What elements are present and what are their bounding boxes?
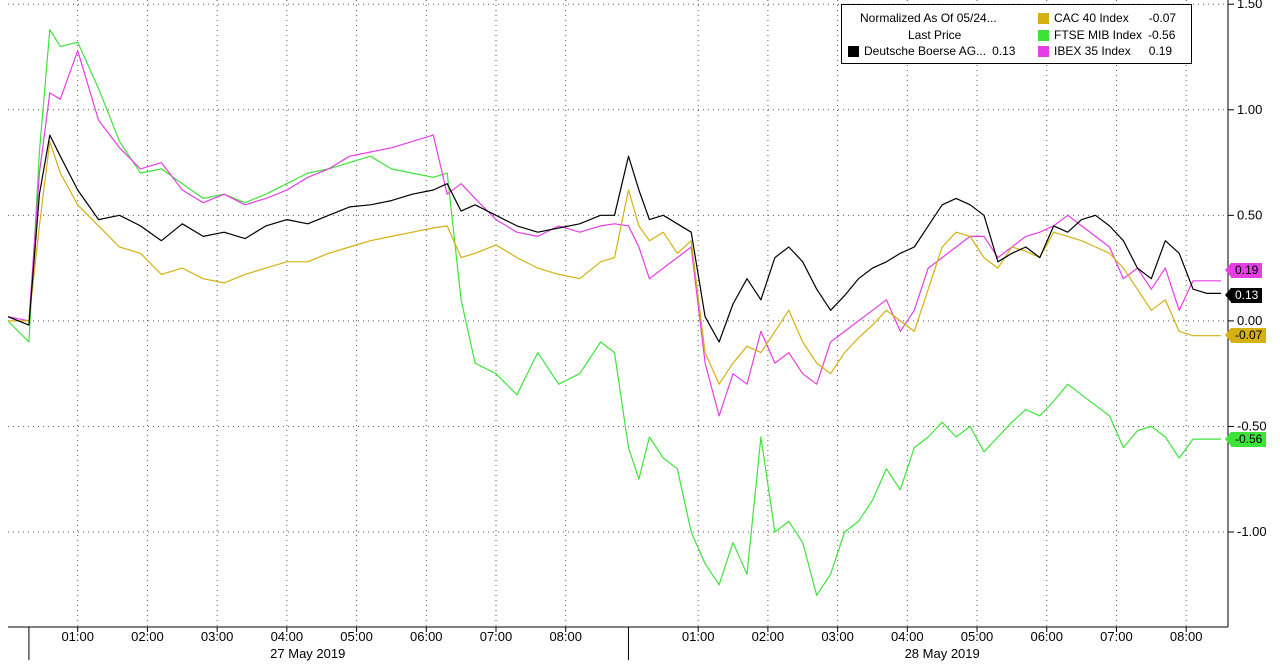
legend-value-ibex35: 0.19	[1148, 44, 1173, 58]
y-tick-label: -1.00	[1237, 524, 1267, 539]
series-line-cac40	[8, 140, 1221, 385]
x-date-label: 27 May 2019	[270, 646, 345, 661]
x-date-label: 28 May 2019	[905, 646, 980, 661]
last-price-tag-ibex35: 0.19	[1224, 263, 1263, 279]
x-tick-label: 04:00	[271, 629, 304, 644]
legend-swatch-deutsche-boerse	[848, 45, 859, 57]
last-price-tag-deutsche-boerse: 0.13	[1224, 287, 1263, 303]
legend-item-ftse-mib: FTSE MIB Index -0.56	[1038, 28, 1175, 42]
x-tick-label: 02:00	[131, 629, 164, 644]
grid-layer	[8, 0, 1228, 627]
x-tick-label: 07:00	[1100, 629, 1133, 644]
legend-value-deutsche-boerse: 0.13	[992, 44, 1016, 58]
x-tick-label: 03:00	[821, 629, 854, 644]
legend-item-deutsche-boerse: Deutsche Boerse AG... 0.13	[848, 44, 1015, 58]
legend-label-deutsche-boerse: Deutsche Boerse AG...	[864, 44, 987, 58]
x-tick-label: 06:00	[410, 629, 443, 644]
legend-swatch-ibex35	[1038, 45, 1049, 57]
legend-label-ibex35: IBEX 35 Index	[1054, 44, 1131, 58]
legend: Normalized As Of 05/24... Last Price Deu…	[841, 4, 1192, 64]
y-tick-label: 0.50	[1237, 207, 1262, 222]
series-line-ibex35	[7, 50, 1221, 417]
x-tick-label: 04:00	[891, 629, 924, 644]
legend-value-ftse-mib: -0.56	[1148, 28, 1176, 42]
x-tick-label: 08:00	[549, 629, 582, 644]
legend-header-last-price: Last Price	[908, 28, 962, 42]
x-tick-label: 06:00	[1030, 629, 1063, 644]
x-tick-label: 05:00	[340, 629, 373, 644]
legend-header-normalized: Normalized As Of 05/24...	[860, 11, 997, 25]
y-tick-label: 1.50	[1237, 0, 1262, 11]
x-tick-label: 05:00	[961, 629, 994, 644]
x-tick-label: 07:00	[480, 629, 513, 644]
legend-item-ibex35: IBEX 35 Index 0.19	[1038, 44, 1172, 58]
x-tick-label: 02:00	[752, 629, 785, 644]
y-tick-label: -0.50	[1237, 418, 1267, 433]
y-tick-label: 1.00	[1237, 102, 1262, 117]
series-line-deutsche-boerse	[7, 134, 1221, 343]
y-tick-label: 0.00	[1237, 313, 1262, 328]
x-tick-label: 01:00	[682, 629, 715, 644]
series-layer	[7, 29, 1221, 596]
legend-label-cac40: CAC 40 Index	[1054, 11, 1129, 25]
legend-label-ftse-mib: FTSE MIB Index	[1054, 28, 1143, 42]
last-price-tag-ftse-mib: -0.56	[1224, 431, 1267, 447]
x-tick-label: 01:00	[61, 629, 94, 644]
last-price-tag-cac40: -0.07	[1224, 328, 1267, 344]
x-tick-label: 03:00	[201, 629, 234, 644]
legend-swatch-cac40	[1038, 12, 1049, 24]
legend-value-cac40: -0.07	[1148, 11, 1177, 25]
series-line-ftse-mib	[7, 29, 1221, 596]
legend-swatch-ftse-mib	[1038, 29, 1049, 41]
axes-layer: 1.50 1.00 0.50 0.00 -0.50 -1.00 01:00 02:00 03:0…	[8, 0, 1267, 661]
legend-item-cac40: CAC 40 Index -0.07	[1038, 11, 1176, 25]
x-tick-label: 08:00	[1170, 629, 1203, 644]
